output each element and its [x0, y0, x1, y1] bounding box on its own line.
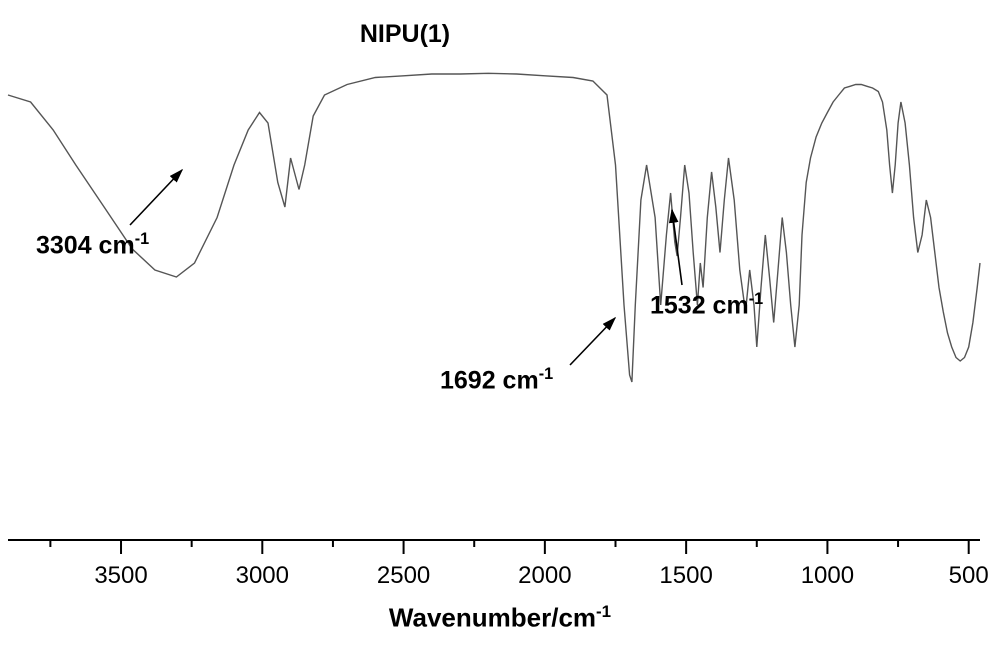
x-tick-label: 500	[949, 562, 989, 590]
x-tick-label: 3500	[94, 562, 147, 590]
x-tick-label: 1500	[659, 562, 712, 590]
x-tick-label: 1000	[801, 562, 854, 590]
x-tick-label: 3000	[236, 562, 289, 590]
peak-annotation: 1532 cm-1	[650, 290, 763, 320]
peak-annotation: 3304 cm-1	[36, 230, 149, 260]
chart-svg	[0, 0, 1000, 645]
chart-title: NIPU(1)	[360, 20, 450, 49]
x-tick-label: 2500	[377, 562, 430, 590]
x-tick-label: 2000	[518, 562, 571, 590]
peak-annotation: 1692 cm-1	[440, 365, 553, 395]
x-axis-label: Wavenumber/cm-1	[389, 602, 611, 634]
ftir-spectrum-chart: NIPU(1) Wavenumber/cm-1 3500 3000 2500 2000…	[0, 0, 1000, 645]
